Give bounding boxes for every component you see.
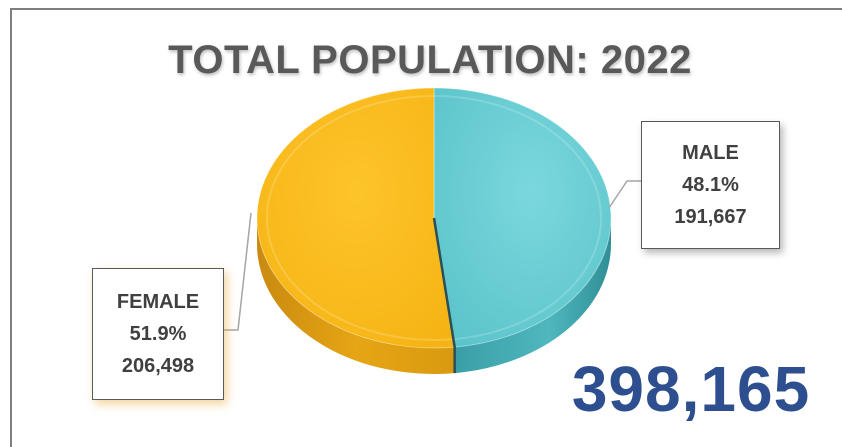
female-percent: 51.9%: [129, 323, 187, 345]
female-data-label: FEMALE 51.9% 206,498: [92, 268, 224, 400]
slice-boundary: [432, 217, 456, 374]
female-slice-side: [257, 218, 455, 374]
male-percent: 48.1%: [682, 174, 739, 196]
male-slice-side: [454, 218, 611, 374]
pie-highlight: [266, 95, 602, 341]
male-leader-line: [608, 180, 641, 209]
female-label: FEMALE: [116, 291, 200, 313]
male-slice: [433, 87, 612, 348]
female-slice: [256, 87, 456, 349]
total-population-value: 398,165: [571, 353, 811, 425]
male-label: MALE: [682, 142, 739, 164]
male-value: 191,667: [674, 206, 747, 228]
chart-title: TOTAL POPULATION: 2022: [168, 38, 692, 82]
female-leader-line: [224, 212, 252, 331]
male-data-label: MALE 48.1% 191,667: [641, 121, 780, 249]
female-value: 206,498: [121, 355, 195, 377]
